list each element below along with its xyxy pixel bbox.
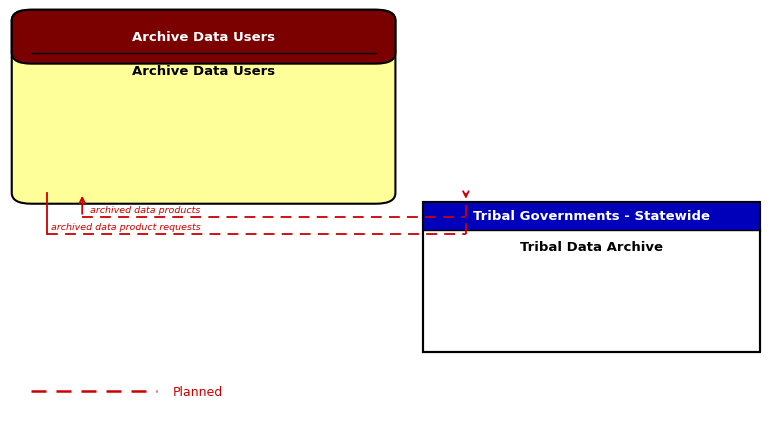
Bar <box>423 202 760 353</box>
Bar <box>31 38 376 54</box>
Text: Archive Data Users: Archive Data Users <box>132 31 275 44</box>
Text: Archive Data Users: Archive Data Users <box>132 64 275 77</box>
Text: Tribal Data Archive: Tribal Data Archive <box>520 241 662 254</box>
Text: Tribal Governments - Statewide: Tribal Governments - Statewide <box>473 209 709 223</box>
FancyBboxPatch shape <box>12 11 395 204</box>
Bar <box>423 202 760 230</box>
Text: Planned: Planned <box>172 385 222 398</box>
Text: archived data products: archived data products <box>90 206 200 215</box>
Text: archived data product requests: archived data product requests <box>51 223 200 232</box>
FancyBboxPatch shape <box>12 11 395 64</box>
